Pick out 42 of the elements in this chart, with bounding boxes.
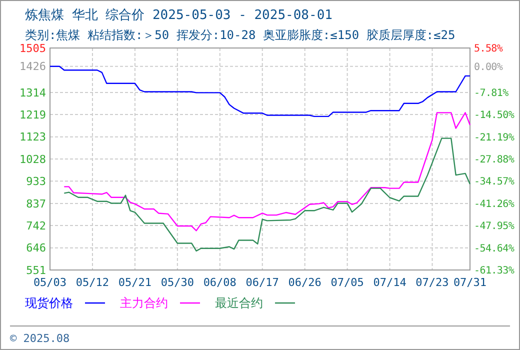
y2-tick-label: -7.81% xyxy=(474,88,509,99)
y2-tick-label: -21.19% xyxy=(474,132,514,144)
y2-tick-label: -41.26% xyxy=(474,198,514,210)
legend-label: 主力合约 xyxy=(120,296,168,310)
y2-tick-label: -14.50% xyxy=(474,110,514,122)
y-tick-label: 646 xyxy=(26,242,46,255)
chart-title: 炼焦煤 华北 综合价 2025-05-03 - 2025-08-01 xyxy=(25,8,332,23)
line-series xyxy=(49,66,471,118)
y2-tick-label: 0.00% xyxy=(474,62,503,74)
y2-tick-label: -27.88% xyxy=(474,154,514,166)
y-tick-label: 1505 xyxy=(20,42,46,55)
x-tick-label: 05/12 xyxy=(76,276,110,289)
line-series xyxy=(64,138,471,252)
chart-subtitle: 类别:焦煤 粘结指数:＞50 挥发分:10-28 奥亚膨胀度:≤150 胶质层厚度:≤25 xyxy=(25,28,456,42)
y-tick-label: 1219 xyxy=(20,108,46,122)
y-tick-label: 551 xyxy=(26,264,46,277)
y-tick-label: 1314 xyxy=(20,86,46,100)
y2-tick-label: 5.58% xyxy=(474,44,503,54)
y2-tick-label: -54.64% xyxy=(474,243,514,254)
legend-label: 最近合约 xyxy=(215,296,263,310)
y2-tick-label: -61.33% xyxy=(474,266,514,276)
x-tick-label: 07/05 xyxy=(330,276,364,289)
x-tick-label: 05/21 xyxy=(118,276,152,289)
x-tick-label: 06/26 xyxy=(288,276,322,289)
y2-tick-label: -34.57% xyxy=(474,176,514,188)
x-tick-label: 07/31 xyxy=(453,276,487,289)
y-tick-label: 1123 xyxy=(20,130,46,144)
legend-label: 现货价格 xyxy=(25,296,73,310)
x-tick-label: 06/08 xyxy=(203,276,236,289)
x-tick-label: 07/23 xyxy=(416,276,449,289)
x-tick-label: 07/14 xyxy=(373,276,407,289)
y-tick-label: 837 xyxy=(26,197,46,210)
y-tick-label: 1426 xyxy=(20,60,46,74)
y-tick-label: 742 xyxy=(26,219,46,232)
x-tick-label: 06/17 xyxy=(246,276,279,289)
text: © 2025.08 xyxy=(10,332,70,345)
line-series xyxy=(64,112,471,232)
y-tick-label: 1028 xyxy=(20,152,46,166)
y2-tick-label: -47.95% xyxy=(474,221,514,232)
y-tick-label: 933 xyxy=(26,174,46,188)
x-tick-label: 05/03 xyxy=(33,276,67,289)
x-tick-label: 05/30 xyxy=(160,276,194,289)
